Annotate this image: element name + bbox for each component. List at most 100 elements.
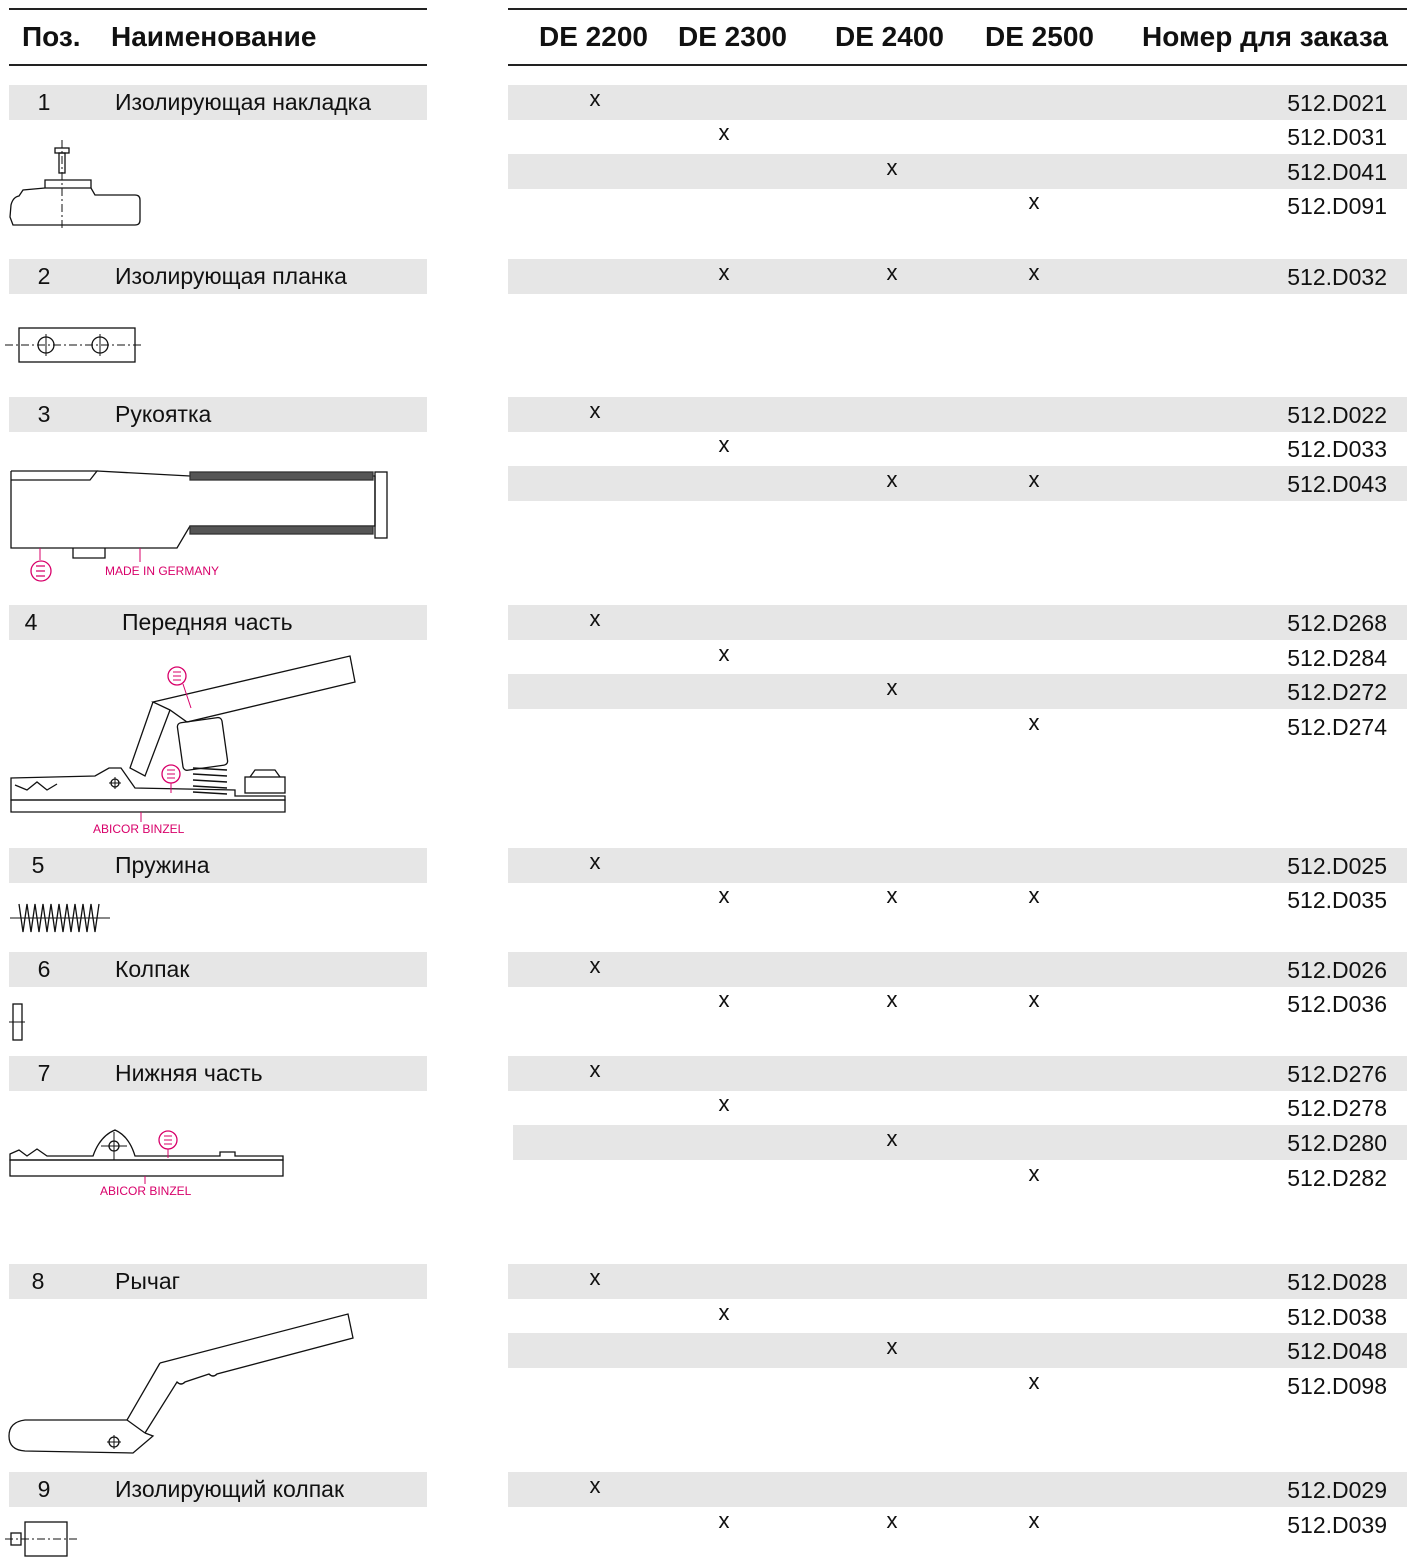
part-name: Рукоятка <box>115 401 212 427</box>
part-name: Колпак <box>115 956 190 982</box>
order-number: 512.D026 <box>1287 957 1387 983</box>
model-mark: x <box>886 883 898 908</box>
header-col-de2500: DE 2500 <box>985 21 1094 52</box>
part-position: 5 <box>31 852 45 878</box>
model-mark: x <box>886 1508 898 1533</box>
insulating-strip-drawing <box>5 322 150 372</box>
order-number: 512.D021 <box>1287 90 1387 116</box>
header-name: Наименование <box>111 21 317 52</box>
order-number: 512.D038 <box>1287 1304 1387 1330</box>
part-name: Изолирующая планка <box>115 263 347 289</box>
part-position: 1 <box>37 89 51 115</box>
order-number: 512.D043 <box>1287 471 1387 497</box>
model-mark: x <box>886 987 898 1012</box>
model-mark: x <box>589 953 601 978</box>
order-number: 512.D029 <box>1287 1477 1387 1503</box>
part-position: 9 <box>37 1476 51 1502</box>
order-row-band <box>508 952 1407 987</box>
part-position: 7 <box>37 1060 51 1086</box>
model-mark: x <box>1028 467 1040 492</box>
order-number: 512.D272 <box>1287 679 1387 705</box>
spring-drawing <box>5 896 115 941</box>
part-position: 3 <box>37 401 51 427</box>
order-number: 512.D282 <box>1287 1165 1387 1191</box>
header-col-de2200: DE 2200 <box>539 21 648 52</box>
model-mark: x <box>886 260 898 285</box>
part-name: Изолирующий колпак <box>115 1476 345 1502</box>
order-number: 512.D041 <box>1287 159 1387 185</box>
part-name: Рычаг <box>115 1268 181 1294</box>
order-row-band <box>513 1125 1407 1160</box>
model-mark: x <box>1028 1369 1040 1394</box>
part-band <box>9 848 427 883</box>
model-mark: x <box>886 155 898 180</box>
model-mark: x <box>718 120 730 145</box>
order-number: 512.D035 <box>1287 887 1387 913</box>
model-mark: x <box>589 398 601 423</box>
order-number: 512.D280 <box>1287 1130 1387 1156</box>
lever-drawing <box>5 1308 365 1458</box>
order-number: 512.D276 <box>1287 1061 1387 1087</box>
part-name: Нижняя часть <box>115 1060 263 1086</box>
order-row-band <box>508 674 1407 709</box>
front-part-drawing: ABICOR BINZEL <box>5 650 365 840</box>
part-position: 8 <box>31 1268 45 1294</box>
model-mark: x <box>1028 1508 1040 1533</box>
order-row-band <box>508 1333 1407 1368</box>
part-band <box>9 605 427 640</box>
order-row-band <box>508 1056 1407 1091</box>
order-number: 512.D268 <box>1287 610 1387 636</box>
model-mark: x <box>718 260 730 285</box>
front-part-label: ABICOR BINZEL <box>93 822 185 836</box>
order-number: 512.D048 <box>1287 1338 1387 1364</box>
part-band <box>9 952 427 987</box>
model-mark: x <box>886 1126 898 1151</box>
model-mark: x <box>718 1091 730 1116</box>
handle-label: MADE IN GERMANY <box>105 564 219 578</box>
model-mark: x <box>886 1334 898 1359</box>
order-number: 512.D284 <box>1287 645 1387 671</box>
part-band <box>9 1056 427 1091</box>
model-mark: x <box>1028 710 1040 735</box>
order-number: 512.D039 <box>1287 1512 1387 1538</box>
order-number: 512.D033 <box>1287 436 1387 462</box>
model-mark: x <box>589 1057 601 1082</box>
model-mark: x <box>1028 189 1040 214</box>
order-row-band <box>508 1264 1407 1299</box>
header-bottom-rule-right <box>508 64 1407 66</box>
model-mark: x <box>718 883 730 908</box>
order-row-band <box>508 85 1407 120</box>
model-mark: x <box>718 432 730 457</box>
order-number: 512.D098 <box>1287 1373 1387 1399</box>
part-band <box>9 1472 427 1507</box>
header-bottom-rule-left <box>9 64 427 66</box>
order-row-band <box>508 1472 1407 1507</box>
model-mark: x <box>1028 987 1040 1012</box>
part-position: 6 <box>37 956 51 982</box>
order-number: 512.D028 <box>1287 1269 1387 1295</box>
part-band <box>9 85 427 120</box>
header-pos: Поз. <box>22 21 81 52</box>
order-number: 512.D025 <box>1287 853 1387 879</box>
model-mark: x <box>589 606 601 631</box>
order-row-band <box>508 397 1407 432</box>
model-mark: x <box>1028 1161 1040 1186</box>
order-row-band <box>508 259 1407 294</box>
part-band <box>9 259 427 294</box>
header-col-de2300: DE 2300 <box>678 21 787 52</box>
model-mark: x <box>886 675 898 700</box>
part-name: Изолирующая накладка <box>115 89 372 115</box>
model-mark: x <box>589 1473 601 1498</box>
order-number: 512.D091 <box>1287 193 1387 219</box>
lower-part-label: ABICOR BINZEL <box>100 1184 192 1198</box>
handle-drawing: MADE IN GERMANY <box>5 462 395 587</box>
order-number: 512.D032 <box>1287 264 1387 290</box>
order-number: 512.D278 <box>1287 1095 1387 1121</box>
model-mark: x <box>1028 883 1040 908</box>
order-row-band <box>508 605 1407 640</box>
part-band <box>9 1264 427 1299</box>
order-row-band <box>508 466 1407 501</box>
model-mark: x <box>886 467 898 492</box>
insulating-pad-drawing <box>5 140 155 235</box>
model-mark: x <box>718 641 730 666</box>
